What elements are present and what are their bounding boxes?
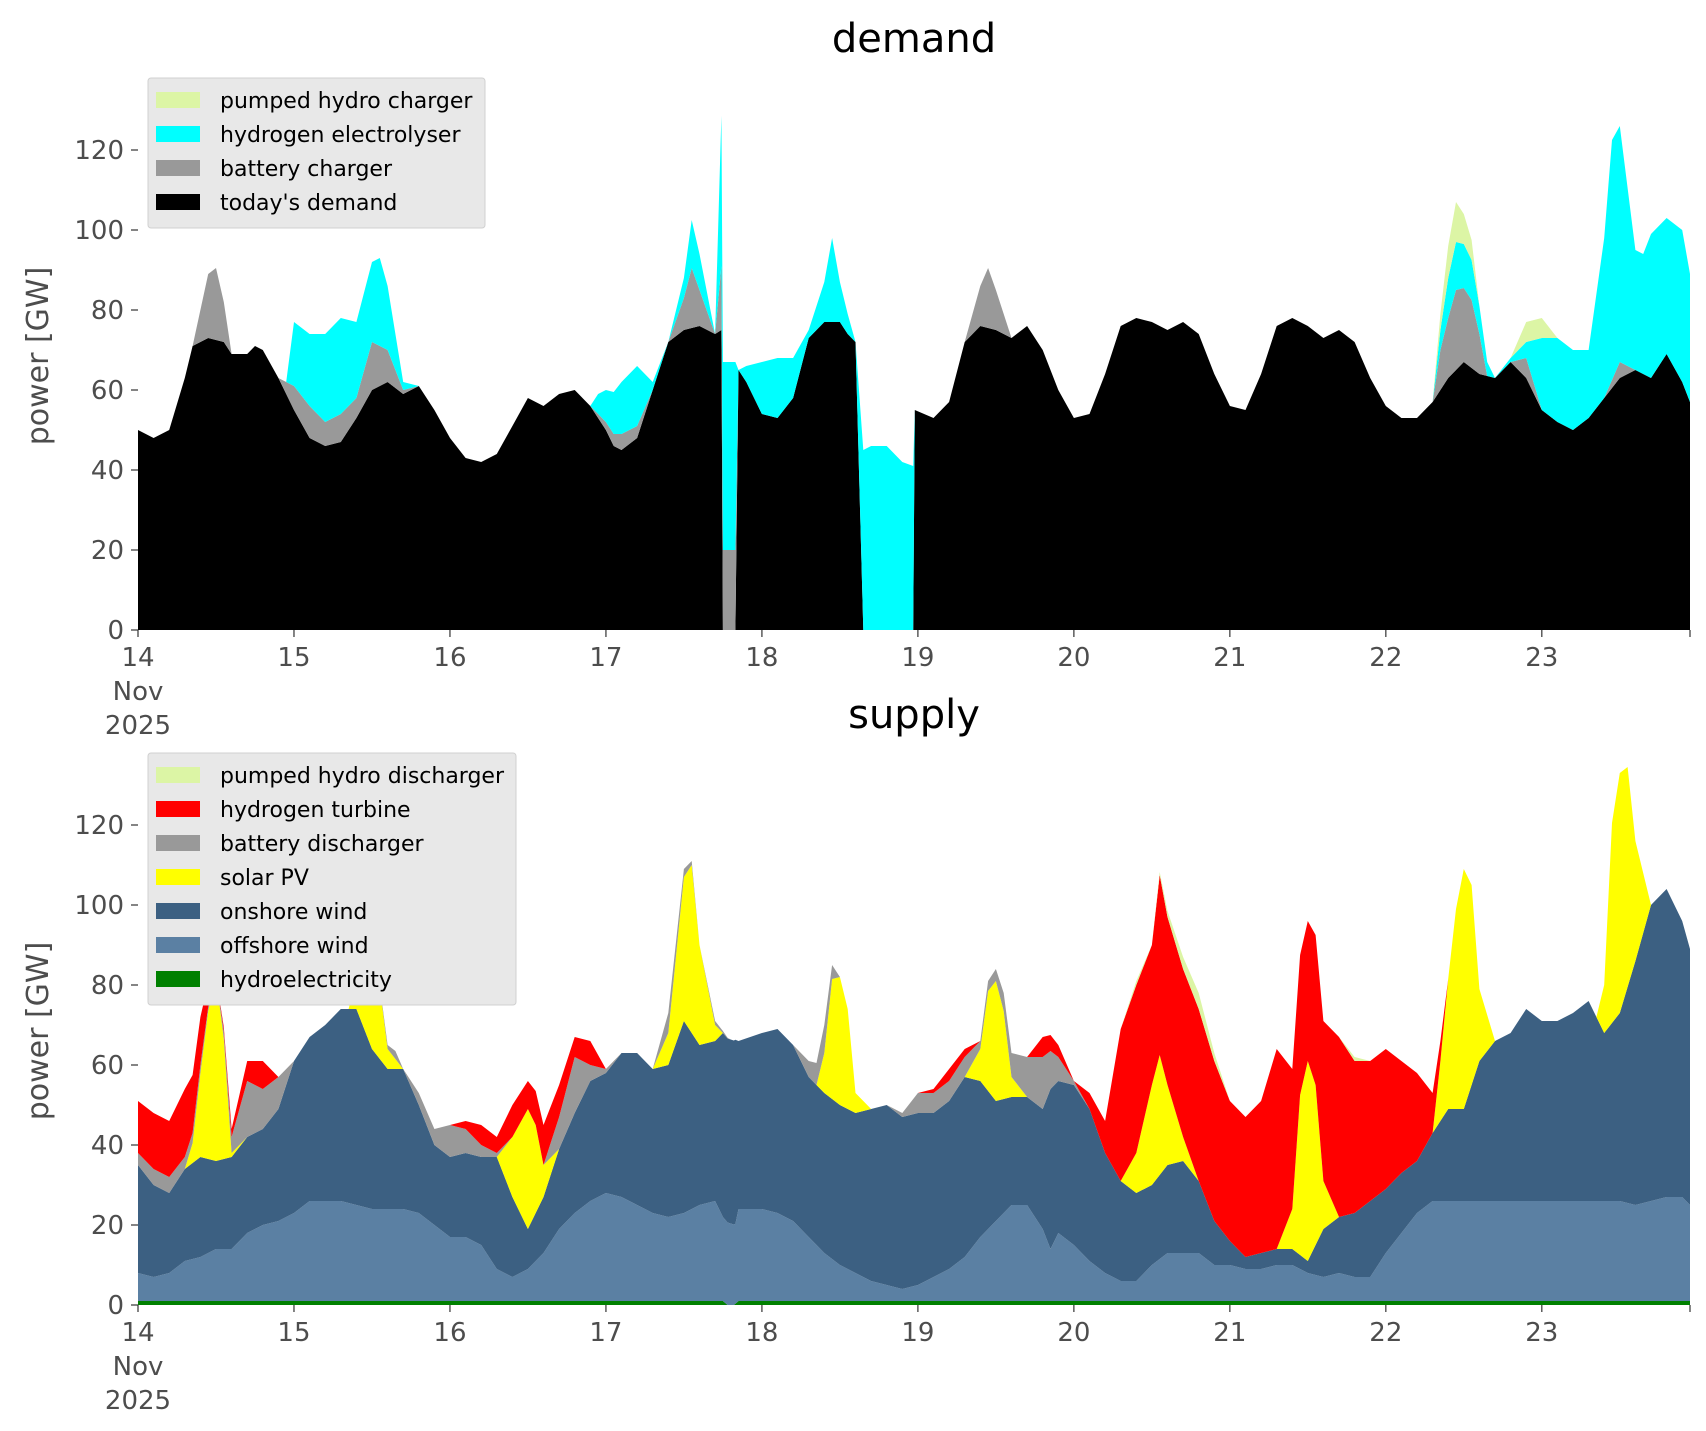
legend: pumped hydro charger hydrogen electrolyse… [147, 77, 486, 229]
x-tick-label: 23 [1525, 643, 1558, 673]
x-tick-sublabel: 2025 [105, 711, 171, 741]
y-tick-label: 0 [107, 1291, 124, 1321]
x-tick-label: 18 [745, 643, 778, 673]
x-tick-label: 15 [277, 1318, 310, 1348]
legend-label-hydroelectricity: hydroelectricity [220, 968, 392, 993]
y-tick-label: 0 [107, 616, 124, 646]
legend-swatch-pumped-hydro-discharger [156, 767, 200, 783]
legend-swatch-battery-discharger [156, 835, 200, 851]
area-offshore-wind [138, 1193, 1690, 1305]
stacked-areas [138, 767, 1690, 1305]
chart-title: demand [832, 16, 996, 62]
y-tick-label: 100 [74, 216, 124, 246]
legend-swatch-hydrogen-turbine [156, 801, 200, 817]
y-tick-label: 20 [91, 1211, 124, 1241]
x-tick-label: 14 [121, 1318, 154, 1348]
x-tick-label: 16 [433, 1318, 466, 1348]
y-tick-label: 60 [91, 1051, 124, 1081]
area-hydroelectricity [138, 1301, 1690, 1305]
legend-label-solar-pv: solar PV [220, 866, 309, 891]
panel-demand: demand 0 20 40 60 80 100 120 power [GW] 14 Nov 2025… [21, 16, 1691, 741]
x-tick-label: 19 [901, 643, 934, 673]
legend: pumped hydro discharger hydrogen turbine b… [147, 752, 517, 1006]
legend-swatch-offshore-wind [156, 937, 200, 953]
legend-label-today-s-demand: today's demand [220, 191, 397, 216]
x-tick-label: 17 [589, 1318, 622, 1348]
y-tick-label: 80 [91, 296, 124, 326]
area-today-s-demand [138, 318, 1690, 630]
legend-box [147, 752, 517, 1006]
legend-label-hydrogen-electrolyser: hydrogen electrolyser [220, 123, 461, 148]
legend-label-hydrogen-turbine: hydrogen turbine [220, 798, 411, 823]
y-axis: 0 20 40 60 80 100 120 power [GW] [21, 136, 138, 646]
x-tick-sublabel: 2025 [105, 1386, 171, 1416]
y-tick-label: 80 [91, 971, 124, 1001]
y-tick-label: 20 [91, 536, 124, 566]
legend-swatch-pumped-hydro-charger [156, 92, 200, 108]
legend-swatch-hydrogen-electrolyser [156, 126, 200, 142]
x-tick-label: 14 [121, 643, 154, 673]
x-tick-label: 17 [589, 643, 622, 673]
x-tick-label: 21 [1213, 643, 1246, 673]
legend-swatch-today-s-demand [156, 194, 200, 210]
y-axis-label: power [GW] [21, 267, 56, 446]
y-tick-label: 120 [74, 811, 124, 841]
area-solar-pv [138, 767, 1690, 1261]
x-tick-label: 22 [1369, 643, 1402, 673]
y-tick-label: 60 [91, 376, 124, 406]
legend-label-pumped-hydro-discharger: pumped hydro discharger [220, 764, 505, 789]
y-axis-label: power [GW] [21, 942, 56, 1121]
y-tick-label: 120 [74, 136, 124, 166]
x-tick-label: 15 [277, 643, 310, 673]
y-axis: 0 20 40 60 80 100 120 power [GW] [21, 811, 138, 1321]
legend-swatch-hydroelectricity [156, 971, 200, 987]
legend-box [147, 77, 486, 229]
y-tick-label: 40 [91, 456, 124, 486]
legend-swatch-onshore-wind [156, 903, 200, 919]
panel-supply: supply 0 20 40 60 80 100 120 power [GW] 14 Nov 2025… [21, 692, 1691, 1416]
x-axis: 14 Nov 2025 15 16 17 18 19 20 21 22 23 [105, 1305, 1691, 1416]
legend-label-offshore-wind: offshore wind [220, 934, 369, 959]
y-tick-label: 40 [91, 1131, 124, 1161]
x-tick-label: 21 [1213, 1318, 1246, 1348]
x-tick-label: 23 [1525, 1318, 1558, 1348]
x-tick-label: 19 [901, 1318, 934, 1348]
x-tick-sublabel: Nov [113, 677, 164, 707]
area-onshore-wind [138, 889, 1690, 1289]
x-tick-label: 22 [1369, 1318, 1402, 1348]
legend-label-battery-discharger: battery discharger [220, 832, 425, 857]
legend-label-pumped-hydro-charger: pumped hydro charger [220, 89, 473, 114]
legend-swatch-battery-charger [156, 160, 200, 176]
stacked-areas [138, 115, 1690, 631]
x-tick-label: 16 [433, 643, 466, 673]
x-tick-label: 20 [1057, 643, 1090, 673]
legend-swatch-solar-pv [156, 869, 200, 885]
x-tick-sublabel: Nov [113, 1352, 164, 1382]
x-axis: 14 Nov 2025 15 16 17 18 19 20 21 22 23 [105, 630, 1691, 741]
legend-label-onshore-wind: onshore wind [220, 900, 367, 925]
legend-label-battery-charger: battery charger [220, 157, 393, 182]
chart-title: supply [848, 692, 980, 738]
x-tick-label: 18 [745, 1318, 778, 1348]
x-tick-label: 20 [1057, 1318, 1090, 1348]
y-tick-label: 100 [74, 891, 124, 921]
